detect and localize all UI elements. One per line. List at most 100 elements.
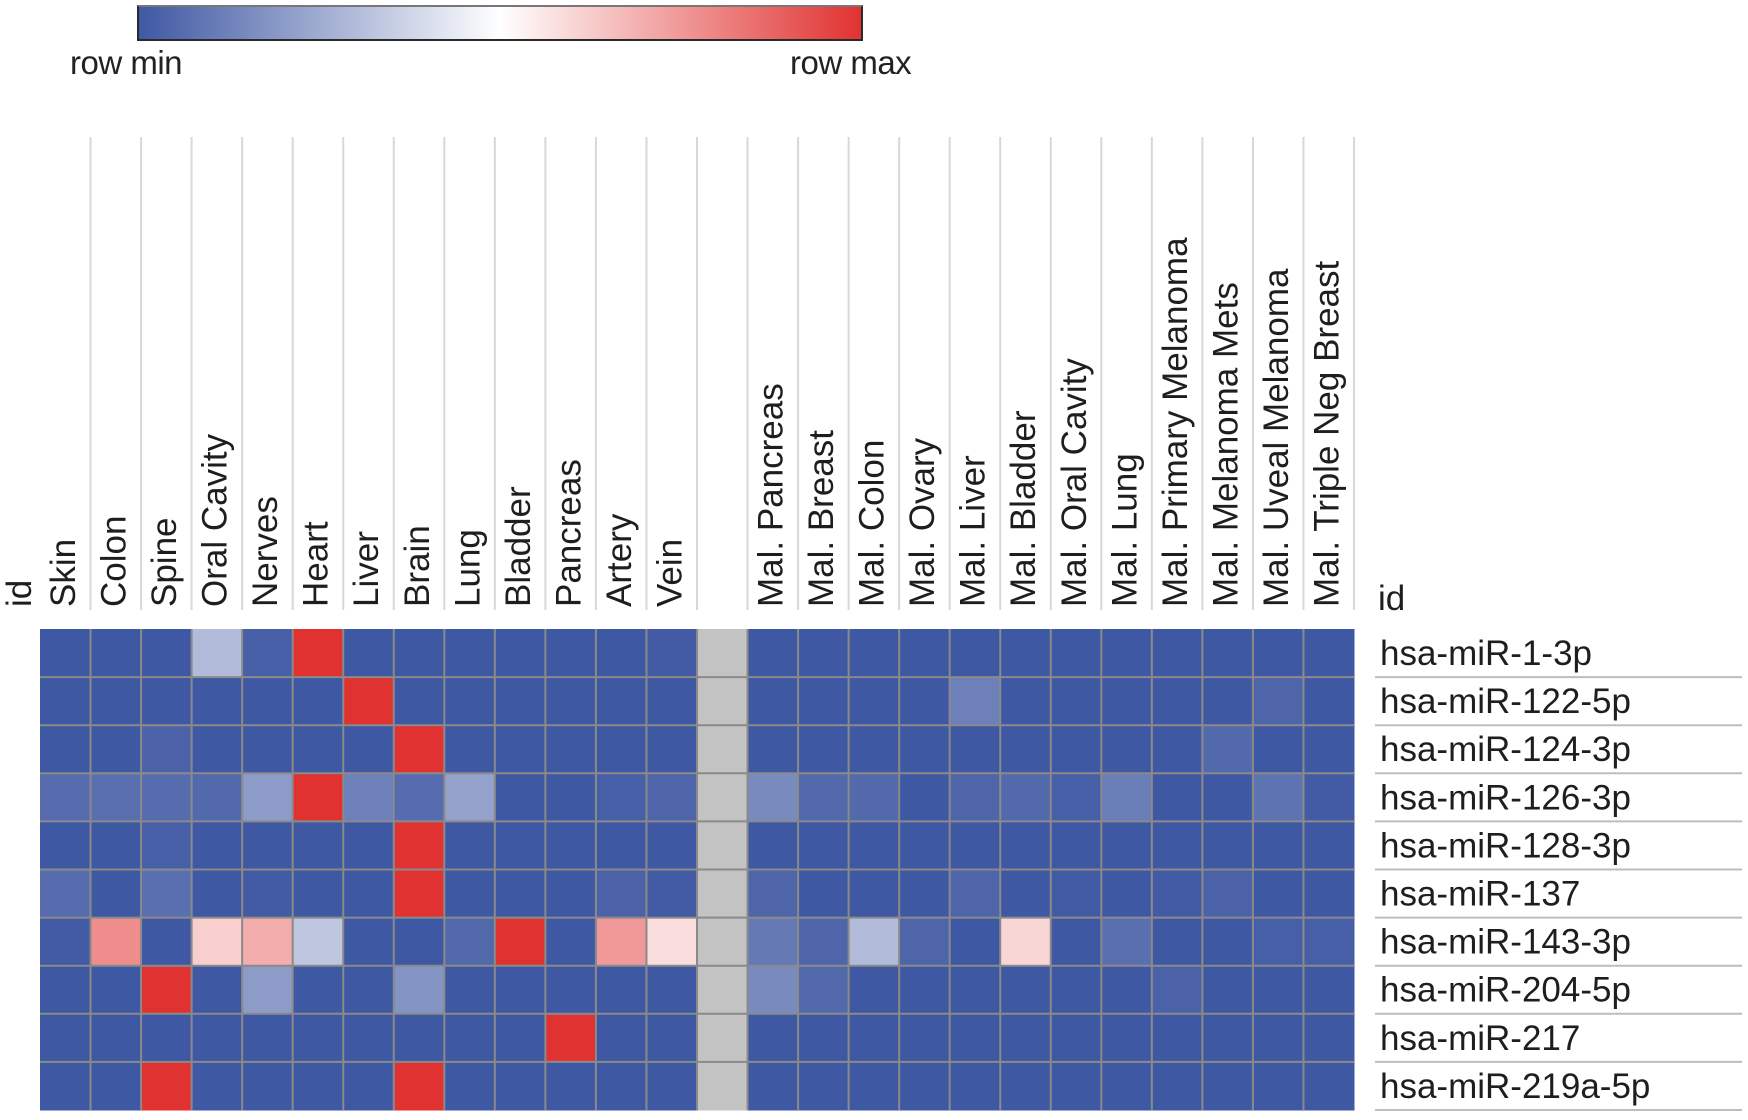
heatmap-cell [1202,917,1254,967]
heatmap-cell [1202,1013,1254,1063]
heatmap-cell [798,965,850,1015]
row-label: hsa-miR-219a-5p [1380,1067,1650,1106]
column-label: Mal. Uveal Melanoma [1257,268,1296,607]
heatmap-cell [899,917,951,967]
heatmap-cell [393,677,445,726]
heatmap-cell [1252,725,1304,774]
heatmap-cell [1101,677,1153,726]
heatmap-cell [494,821,546,870]
heatmap-cell [1303,821,1355,870]
heatmap-cell [292,965,344,1015]
heatmap-cell [1252,821,1304,870]
heatmap-cell [242,869,294,919]
heatmap-cell [899,629,951,678]
column-label: Mal. Bladder [1004,410,1043,607]
heatmap-cell [191,821,243,870]
heatmap-cell [949,1013,1001,1063]
heatmap-cell [1252,677,1304,726]
heatmap-cell [292,869,344,919]
heatmap-cell [40,629,92,678]
heatmap-cell [545,965,597,1015]
heatmap-cell [949,725,1001,774]
heatmap-cell [90,677,142,726]
heatmap-cell [444,917,496,967]
heatmap-cell [545,1013,597,1063]
heatmap-cell [343,965,395,1015]
heatmap-cell [595,965,647,1015]
heatmap-cell-missing [697,773,749,822]
heatmap-cell [545,821,597,870]
heatmap-cell-missing [697,965,749,1015]
heatmap-cell [90,917,142,967]
heatmap-cell [90,869,142,919]
heatmap-cell [545,869,597,919]
heatmap-cell [444,1061,496,1111]
heatmap-cell [141,821,193,870]
row-label: hsa-miR-1-3p [1380,634,1592,673]
heatmap-cell [40,725,92,774]
heatmap-cell [646,965,698,1015]
heatmap-cell-missing [697,1013,749,1063]
heatmap-cell [1151,917,1203,967]
heatmap-cell [1303,629,1355,678]
heatmap-cell-missing [697,821,749,870]
heatmap-cell [191,773,243,822]
heatmap-cell [646,677,698,726]
heatmap-cell [444,629,496,678]
heatmap-cell [899,869,951,919]
heatmap-cell [40,773,92,822]
heatmap-cell [141,1061,193,1111]
row-labels: hsa-miR-1-3p hsa-miR-122-5p hsa-miR-124-3p… [1375,634,1742,1111]
heatmap-cell [40,917,92,967]
heatmap-cell [1000,869,1052,919]
heatmap-cell [1101,725,1153,774]
column-header-dividers [89,137,1355,610]
heatmap-cell [90,629,142,678]
heatmap-cell [1050,677,1102,726]
heatmap-cell-missing [697,869,749,919]
heatmap-cell [292,1061,344,1111]
heatmap-grid [40,629,1354,1110]
heatmap-cell [899,773,951,822]
heatmap-cell [747,773,799,822]
heatmap-cell [1000,725,1052,774]
heatmap-cell [595,1013,647,1063]
heatmap-cell [1303,1013,1355,1063]
heatmap-cell [1202,677,1254,726]
heatmap-cell [1252,965,1304,1015]
heatmap-cell [545,677,597,726]
heatmap-cell [90,821,142,870]
heatmap-cell [1202,821,1254,870]
heatmap-cell [747,821,799,870]
heatmap-cell [595,677,647,726]
heatmap-cell [494,965,546,1015]
heatmap-cell [90,773,142,822]
heatmap-cell [242,677,294,726]
heatmap-cell [747,677,799,726]
column-label: Mal. Breast [802,430,841,607]
heatmap-cell [1151,629,1203,678]
heatmap-cell [1151,1061,1203,1111]
heatmap-cell-missing [697,725,749,774]
heatmap-cell [343,1013,395,1063]
legend-min-label: row min [70,44,183,81]
heatmap-cell [494,917,546,967]
heatmap-cell [848,821,900,870]
heatmap-cell [595,1061,647,1111]
column-label: Lung [448,529,487,607]
heatmap-cell [1000,1061,1052,1111]
row-label: hsa-miR-128-3p [1380,826,1631,865]
heatmap-cell [40,869,92,919]
column-label: Liver [347,531,386,607]
heatmap-cell [343,677,395,726]
column-label: Mal. Melanoma Mets [1206,282,1245,607]
heatmap-cell [242,773,294,822]
heatmap-cell [444,773,496,822]
heatmap-cell [646,629,698,678]
heatmap-cell [494,869,546,919]
row-label: hsa-miR-204-5p [1380,971,1631,1010]
heatmap-cell [292,725,344,774]
column-label: Bladder [499,486,538,607]
heatmap-cell [848,917,900,967]
heatmap-cell [747,1013,799,1063]
